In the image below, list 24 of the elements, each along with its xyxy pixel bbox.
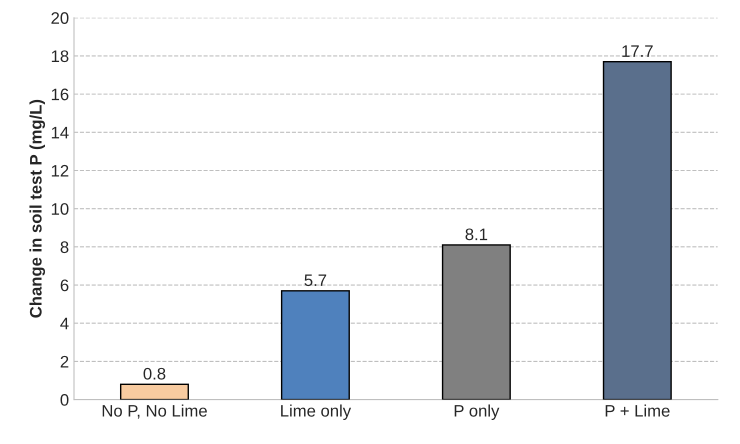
y-tick-label: 18 [52,50,68,62]
y-tick-label: 6 [60,279,68,292]
bar [442,244,511,400]
bar [280,290,350,400]
bar [602,60,672,400]
y-tick-label: 16 [52,88,68,100]
data-label: 5.7 [304,274,326,286]
data-label: 8.1 [466,228,488,240]
y-tick-label: 12 [52,164,68,177]
data-label: 17.7 [622,45,653,57]
x-tick-label: No P, No Lime [102,404,207,419]
y-tick-label: 10 [52,203,68,215]
y-tick-label: 2 [60,356,68,368]
y-tick-label: 14 [52,126,69,138]
y-tick-label: 20 [51,12,68,24]
y-tick-label: 4 [60,318,69,330]
x-tick-label: P only [454,404,500,420]
x-tick-label: Lime only [281,404,352,420]
bar [120,384,189,400]
x-tick-label: P + Lime [606,404,670,417]
y-tick-label: 0 [60,394,68,406]
data-label: 0.8 [144,368,166,380]
y-axis-title: Change in soil test P (mg/L) [29,100,46,318]
y-tick-label: 8 [60,241,68,254]
